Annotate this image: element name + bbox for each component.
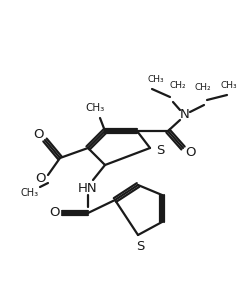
- Text: CH₃: CH₃: [148, 74, 164, 84]
- Text: S: S: [156, 144, 164, 156]
- Text: N: N: [180, 109, 190, 121]
- Text: O: O: [34, 129, 44, 141]
- Text: CH₃: CH₃: [21, 188, 39, 198]
- Text: CH₂: CH₂: [195, 84, 211, 93]
- Text: CH₃: CH₃: [221, 80, 237, 89]
- Text: HN: HN: [78, 182, 98, 194]
- Text: O: O: [35, 172, 45, 184]
- Text: CH₂: CH₂: [170, 80, 186, 89]
- Text: O: O: [50, 207, 60, 219]
- Text: CH₃: CH₃: [85, 103, 105, 113]
- Text: O: O: [186, 146, 196, 158]
- Text: S: S: [136, 239, 144, 253]
